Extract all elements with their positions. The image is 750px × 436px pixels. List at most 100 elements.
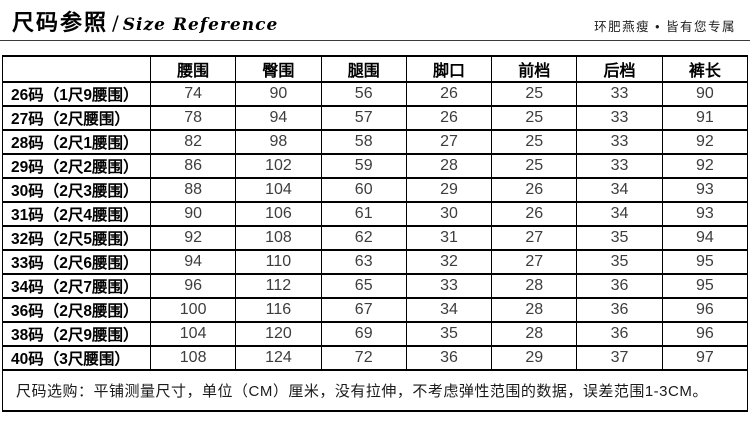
measurement-cell: 98 bbox=[235, 129, 322, 155]
measurement-cell: 92 bbox=[661, 153, 749, 179]
measurement-cell: 74 bbox=[149, 81, 237, 107]
table-row: 34码（2尺7腰围） 96 112 65 33 28 36 95 bbox=[2, 273, 749, 299]
table-row: 40码（3尺腰围） 108 124 72 36 29 37 97 bbox=[2, 345, 749, 371]
size-row-label: 31码（2尺4腰围） bbox=[2, 201, 151, 227]
column-header-leg-opening: 脚口 bbox=[405, 55, 493, 83]
title-english: Size Reference bbox=[122, 15, 279, 35]
table-header-row: 腰围 臀围 腿围 脚口 前档 后档 裤长 bbox=[2, 55, 749, 83]
measurement-cell: 35 bbox=[576, 249, 663, 275]
measurement-cell: 26 bbox=[405, 105, 493, 131]
measurement-cell: 25 bbox=[491, 81, 578, 107]
measurement-cell: 33 bbox=[405, 273, 493, 299]
table-row: 38码（2尺9腰围） 104 120 69 35 28 36 96 bbox=[2, 321, 749, 347]
measurement-cell: 57 bbox=[320, 105, 407, 131]
measurement-cell: 120 bbox=[235, 321, 322, 347]
measurement-cell: 30 bbox=[405, 201, 493, 227]
measurement-cell: 33 bbox=[576, 105, 663, 131]
measurement-cell: 62 bbox=[320, 225, 407, 251]
table-row: 27码（2尺腰围） 78 94 57 26 25 33 91 bbox=[2, 105, 749, 131]
table-row: 32码（2尺5腰围） 92 108 62 31 27 35 94 bbox=[2, 225, 749, 251]
table-row: 31码（2尺4腰围） 90 106 61 30 26 34 93 bbox=[2, 201, 749, 227]
measurement-cell: 90 bbox=[661, 81, 749, 107]
measurement-cell: 78 bbox=[149, 105, 237, 131]
measurement-cell: 92 bbox=[149, 225, 237, 251]
measurement-cell: 26 bbox=[491, 201, 578, 227]
measurement-cell: 90 bbox=[235, 81, 322, 107]
measurement-cell: 82 bbox=[149, 129, 237, 155]
measurement-cell: 96 bbox=[661, 321, 749, 347]
measurement-cell: 28 bbox=[491, 273, 578, 299]
measurement-cell: 104 bbox=[235, 177, 322, 203]
measurement-cell: 37 bbox=[576, 345, 663, 371]
measurement-cell: 26 bbox=[491, 177, 578, 203]
measurement-cell: 32 bbox=[405, 249, 493, 275]
measurement-cell: 90 bbox=[149, 201, 237, 227]
measurement-cell: 124 bbox=[235, 345, 322, 371]
column-header-hip: 臀围 bbox=[235, 55, 322, 83]
measurement-cell: 93 bbox=[661, 177, 749, 203]
measurement-cell: 35 bbox=[576, 225, 663, 251]
measurement-cell: 94 bbox=[661, 225, 749, 251]
measurement-cell: 60 bbox=[320, 177, 407, 203]
measurement-cell: 63 bbox=[320, 249, 407, 275]
size-row-label: 30码（2尺3腰围） bbox=[2, 177, 151, 203]
measurement-cell: 86 bbox=[149, 153, 237, 179]
measurement-cell: 33 bbox=[576, 129, 663, 155]
measurement-cell: 27 bbox=[491, 249, 578, 275]
measurement-cell: 65 bbox=[320, 273, 407, 299]
measurement-cell: 33 bbox=[576, 81, 663, 107]
size-row-label: 32码（2尺5腰围） bbox=[2, 225, 151, 251]
table-row: 30码（2尺3腰围） 88 104 60 29 26 34 93 bbox=[2, 177, 749, 203]
measurement-cell: 35 bbox=[405, 321, 493, 347]
measurement-cell: 26 bbox=[405, 81, 493, 107]
size-row-label: 33码（2尺6腰围） bbox=[2, 249, 151, 275]
measurement-cell: 25 bbox=[491, 129, 578, 155]
measurement-cell: 25 bbox=[491, 105, 578, 131]
table-row: 33码（2尺6腰围） 94 110 63 32 27 35 95 bbox=[2, 249, 749, 275]
measurement-cell: 28 bbox=[491, 297, 578, 323]
measurement-cell: 91 bbox=[661, 105, 749, 131]
measurement-cell: 104 bbox=[149, 321, 237, 347]
size-table: 腰围 臀围 腿围 脚口 前档 后档 裤长 26码（1尺9腰围） 74 90 56 26 2… bbox=[2, 55, 749, 412]
measurement-cell: 36 bbox=[576, 273, 663, 299]
column-header-front-rise: 前档 bbox=[491, 55, 578, 83]
measurement-cell: 59 bbox=[320, 153, 407, 179]
size-row-label: 29码（2尺2腰围） bbox=[2, 153, 151, 179]
measurement-cell: 58 bbox=[320, 129, 407, 155]
page-title: 尺码参照 / Size Reference bbox=[12, 5, 278, 37]
measurement-note: 尺码选购：平铺测量尺寸，单位（CM）厘米，没有拉伸，不考虑弹性范围的数据，误差范… bbox=[2, 369, 748, 412]
measurement-cell: 92 bbox=[661, 129, 749, 155]
measurement-cell: 34 bbox=[576, 177, 663, 203]
measurement-cell: 29 bbox=[491, 345, 578, 371]
measurement-cell: 108 bbox=[149, 345, 237, 371]
measurement-cell: 95 bbox=[661, 273, 749, 299]
measurement-cell: 88 bbox=[149, 177, 237, 203]
measurement-cell: 100 bbox=[149, 297, 237, 323]
measurement-cell: 112 bbox=[235, 273, 322, 299]
measurement-cell: 28 bbox=[405, 153, 493, 179]
measurement-cell: 95 bbox=[661, 249, 749, 275]
measurement-cell: 102 bbox=[235, 153, 322, 179]
measurement-cell: 61 bbox=[320, 201, 407, 227]
table-row: 26码（1尺9腰围） 74 90 56 26 25 33 90 bbox=[2, 81, 749, 107]
header-tagline: 环肥燕瘦 • 皆有您专属 bbox=[594, 20, 736, 34]
measurement-cell: 56 bbox=[320, 81, 407, 107]
measurement-cell: 28 bbox=[491, 321, 578, 347]
title-divider-slash: / bbox=[112, 11, 119, 35]
corner-cell bbox=[2, 55, 151, 83]
column-header-waist: 腰围 bbox=[149, 55, 237, 83]
measurement-cell: 34 bbox=[576, 201, 663, 227]
measurement-cell: 36 bbox=[576, 297, 663, 323]
size-row-label: 28码（2尺1腰围） bbox=[2, 129, 151, 155]
measurement-cell: 96 bbox=[149, 273, 237, 299]
page-header: 尺码参照 / Size Reference 环肥燕瘦 • 皆有您专属 bbox=[0, 0, 750, 41]
measurement-cell: 116 bbox=[235, 297, 322, 323]
measurement-cell: 67 bbox=[320, 297, 407, 323]
measurement-cell: 106 bbox=[235, 201, 322, 227]
measurement-cell: 97 bbox=[661, 345, 749, 371]
measurement-cell: 36 bbox=[405, 345, 493, 371]
size-row-label: 38码（2尺9腰围） bbox=[2, 321, 151, 347]
measurement-cell: 33 bbox=[576, 153, 663, 179]
column-header-thigh: 腿围 bbox=[320, 55, 407, 83]
measurement-cell: 27 bbox=[491, 225, 578, 251]
